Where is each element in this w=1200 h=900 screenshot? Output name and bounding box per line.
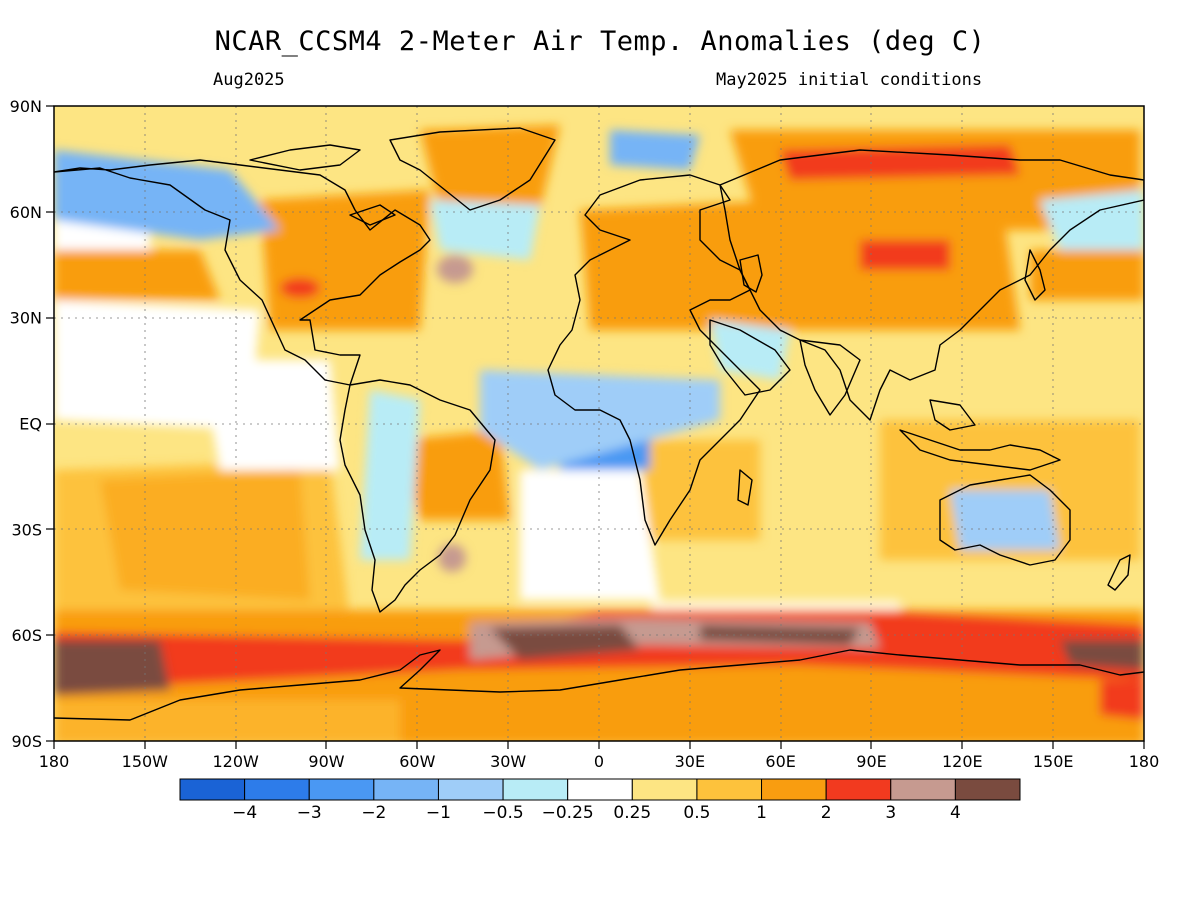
lon-label: 90W (308, 752, 344, 771)
lon-label: 60E (765, 752, 795, 771)
lat-label: EQ (19, 415, 42, 434)
colorbar-label: −4 (232, 803, 257, 823)
colorbar-label: 2 (821, 803, 832, 823)
colorbar-label: 0.5 (683, 803, 710, 823)
colorbar-swatch (244, 778, 310, 801)
colorbar-label: 3 (885, 803, 896, 823)
lon-label: 180 (1129, 752, 1160, 771)
colorbar-label: −3 (297, 803, 322, 823)
lat-label: 60N (10, 203, 42, 222)
lon-label: 120W (212, 752, 259, 771)
colorbar-swatch (890, 778, 956, 801)
temperature-anomaly-field (54, 106, 1144, 741)
lat-label: 30N (10, 309, 42, 328)
colorbar-label: −0.5 (482, 803, 523, 823)
latitude-labels: 90N 60N 30N EQ 30S 60S 90S (10, 97, 42, 751)
colorbar-swatch (308, 778, 375, 801)
longitude-labels: 180 150W 120W 90W 60W 30W 0 30E 60E 90E 120E 150E 18… (39, 752, 1160, 771)
lat-label: 90N (10, 97, 42, 116)
lon-label: 90E (856, 752, 886, 771)
colorbar-swatch (567, 778, 633, 801)
lon-label: 180 (39, 752, 70, 771)
colorbar-swatch (631, 778, 698, 801)
colorbar-swatch (373, 778, 439, 801)
colorbar-label: −1 (426, 803, 451, 823)
lat-label: 60S (11, 626, 42, 645)
lon-label: 30W (490, 752, 526, 771)
colorbar-labels: −4 −3 −2 −1 −0.5 −0.25 0.25 0.5 1 2 3 4 (232, 803, 961, 823)
initial-conditions: May2025 initial conditions (716, 70, 983, 90)
colorbar-swatch (954, 778, 1021, 801)
colorbar-swatch (825, 778, 892, 801)
lon-label: 0 (594, 752, 604, 771)
lon-label: 150E (1033, 752, 1074, 771)
colorbar-swatch (179, 778, 246, 801)
colorbar-label: 1 (756, 803, 767, 823)
forecast-month: Aug2025 (213, 70, 285, 90)
lon-label: 60W (399, 752, 435, 771)
lat-label: 30S (11, 520, 42, 539)
colorbar-swatch (437, 778, 504, 801)
map-title: NCAR_CCSM4 2-Meter Air Temp. Anomalies (… (214, 26, 986, 57)
colorbar-label: −2 (361, 803, 386, 823)
lat-label: 90S (11, 732, 42, 751)
colorbar (179, 778, 1021, 801)
coastlines (54, 127, 1144, 721)
colorbar-label: −0.25 (542, 803, 594, 823)
lon-label: 150W (122, 752, 169, 771)
colorbar-label: 4 (950, 803, 961, 823)
lon-label: 120E (942, 752, 983, 771)
colorbar-swatch (502, 778, 569, 801)
colorbar-label: 0.25 (613, 803, 651, 823)
colorbar-swatch (696, 778, 763, 801)
colorbar-swatch (761, 778, 827, 801)
lon-label: 30E (675, 752, 705, 771)
